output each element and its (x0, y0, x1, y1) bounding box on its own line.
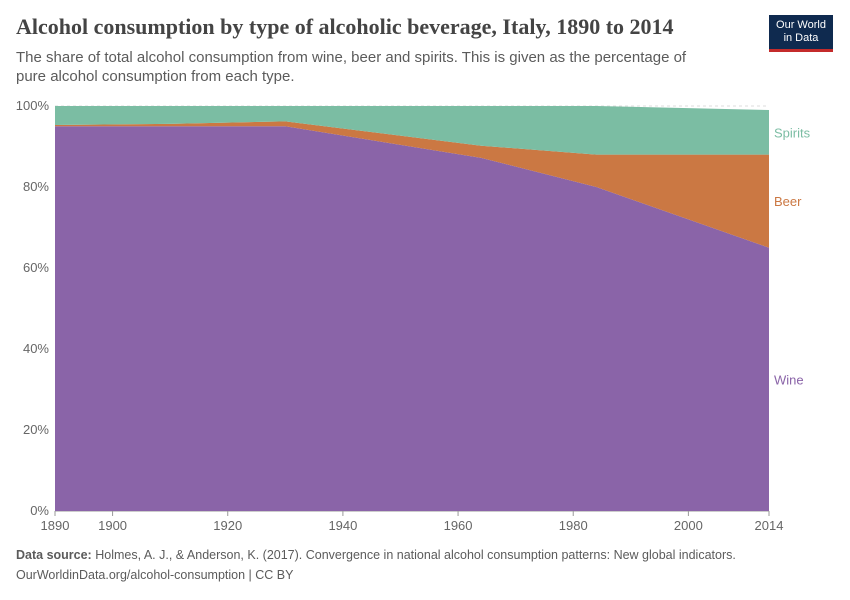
y-tick-label: 80% (23, 179, 49, 194)
legend-label-spirits: Spirits (774, 125, 811, 140)
y-tick-label: 0% (30, 503, 49, 518)
x-tick-label: 1890 (41, 518, 70, 533)
x-tick-label: 1900 (98, 518, 127, 533)
data-source: Data source: Holmes, A. J., & Anderson, … (16, 548, 736, 562)
logo-line-2: in Data (783, 32, 819, 44)
x-tick-label: 1940 (328, 518, 357, 533)
y-tick-label: 60% (23, 260, 49, 275)
source-text: Holmes, A. J., & Anderson, K. (2017). Co… (95, 548, 736, 562)
chart-title: Alcohol consumption by type of alcoholic… (16, 14, 674, 39)
x-tick-label: 2014 (755, 518, 784, 533)
area-wine (55, 126, 769, 511)
x-tick-label: 1920 (213, 518, 242, 533)
legend-label-wine: Wine (774, 372, 804, 387)
legend-label-beer: Beer (774, 194, 802, 209)
chart-subtitle: The share of total alcohol consumption f… (16, 49, 687, 85)
y-tick-label: 100% (16, 98, 50, 113)
footer-url[interactable]: OurWorldinData.org/alcohol-consumption |… (16, 568, 294, 582)
x-tick-label: 2000 (674, 518, 703, 533)
logo-line-1: Our World (776, 19, 826, 31)
y-tick-label: 20% (23, 422, 49, 437)
area-beer (55, 121, 769, 248)
x-tick-label: 1980 (559, 518, 588, 533)
x-tick-label: 1960 (444, 518, 473, 533)
owid-logo[interactable]: Our World in Data (769, 15, 833, 52)
area-spirits (55, 106, 769, 155)
source-label: Data source: (16, 548, 92, 562)
y-tick-label: 40% (23, 341, 49, 356)
